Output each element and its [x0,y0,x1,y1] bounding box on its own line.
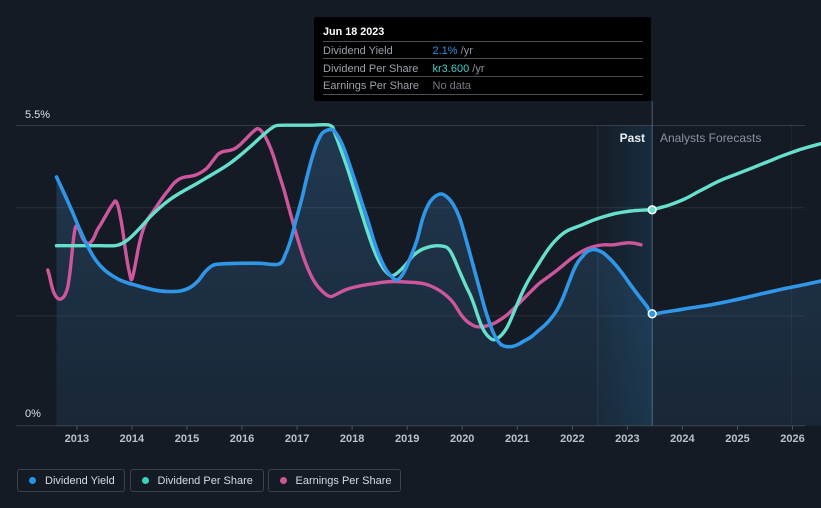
svg-text:2024: 2024 [670,433,695,445]
svg-text:2022: 2022 [560,433,584,445]
svg-text:2025: 2025 [725,433,749,445]
svg-text:5.5%: 5.5% [25,109,50,121]
svg-text:2018: 2018 [340,433,364,445]
svg-text:2017: 2017 [285,433,309,445]
svg-text:2013: 2013 [65,433,89,445]
svg-text:0%: 0% [25,408,41,420]
svg-text:2019: 2019 [395,433,419,445]
svg-text:2015: 2015 [175,433,199,445]
svg-text:2020: 2020 [450,433,474,445]
svg-text:Past: Past [620,131,645,145]
svg-text:2023: 2023 [615,433,639,445]
svg-text:2021: 2021 [505,433,529,445]
svg-text:Analysts Forecasts: Analysts Forecasts [660,131,761,145]
svg-text:2026: 2026 [780,433,804,445]
svg-text:2016: 2016 [230,433,254,445]
svg-text:2014: 2014 [120,433,145,445]
